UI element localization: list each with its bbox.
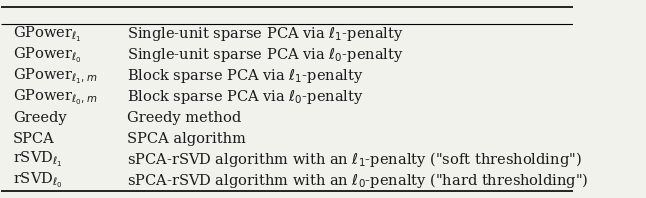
Text: GPower$_{\ell_1,m}$: GPower$_{\ell_1,m}$ bbox=[13, 66, 97, 86]
Text: SPCA algorithm: SPCA algorithm bbox=[127, 132, 246, 146]
Text: GPower$_{\ell_0}$: GPower$_{\ell_0}$ bbox=[13, 45, 82, 65]
Text: Single-unit sparse PCA via $\ell_1$-penalty: Single-unit sparse PCA via $\ell_1$-pena… bbox=[127, 25, 404, 43]
Text: GPower$_{\ell_1}$: GPower$_{\ell_1}$ bbox=[13, 25, 81, 44]
Text: sPCA-rSVD algorithm with an $\ell_0$-penalty ("hard thresholding"): sPCA-rSVD algorithm with an $\ell_0$-pen… bbox=[127, 171, 589, 190]
Text: Block sparse PCA via $\ell_1$-penalty: Block sparse PCA via $\ell_1$-penalty bbox=[127, 67, 364, 85]
Text: rSVD$_{\ell_0}$: rSVD$_{\ell_0}$ bbox=[13, 170, 63, 190]
Text: Single-unit sparse PCA via $\ell_0$-penalty: Single-unit sparse PCA via $\ell_0$-pena… bbox=[127, 46, 404, 64]
Text: Greedy method: Greedy method bbox=[127, 111, 242, 125]
Text: SPCA: SPCA bbox=[13, 132, 54, 146]
Text: GPower$_{\ell_0,m}$: GPower$_{\ell_0,m}$ bbox=[13, 87, 97, 107]
Text: Block sparse PCA via $\ell_0$-penalty: Block sparse PCA via $\ell_0$-penalty bbox=[127, 88, 364, 106]
Text: sPCA-rSVD algorithm with an $\ell_1$-penalty ("soft thresholding"): sPCA-rSVD algorithm with an $\ell_1$-pen… bbox=[127, 150, 582, 169]
Text: Greedy: Greedy bbox=[13, 111, 67, 125]
Text: rSVD$_{\ell_1}$: rSVD$_{\ell_1}$ bbox=[13, 150, 63, 169]
